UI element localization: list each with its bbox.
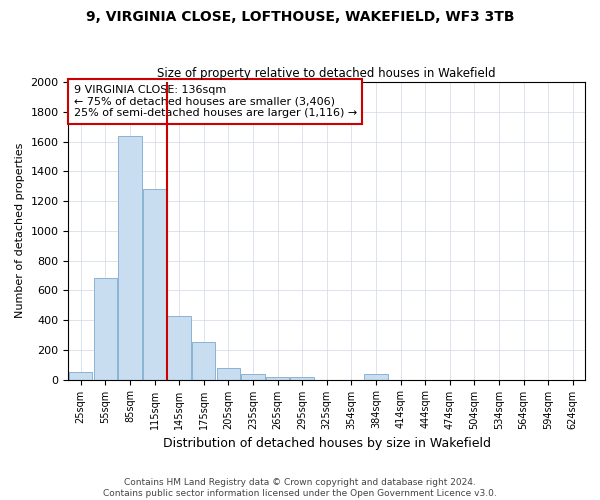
Bar [364, 374, 388, 380]
X-axis label: Distribution of detached houses by size in Wakefield: Distribution of detached houses by size … [163, 437, 491, 450]
Bar [167, 316, 191, 380]
Y-axis label: Number of detached properties: Number of detached properties [15, 143, 25, 318]
Bar [192, 342, 215, 380]
Text: 9 VIRGINIA CLOSE: 136sqm
← 75% of detached houses are smaller (3,406)
25% of sem: 9 VIRGINIA CLOSE: 136sqm ← 75% of detach… [74, 85, 357, 118]
Text: Contains HM Land Registry data © Crown copyright and database right 2024.
Contai: Contains HM Land Registry data © Crown c… [103, 478, 497, 498]
Bar [69, 372, 92, 380]
Bar [217, 368, 240, 380]
Bar [94, 278, 117, 380]
Text: 9, VIRGINIA CLOSE, LOFTHOUSE, WAKEFIELD, WF3 3TB: 9, VIRGINIA CLOSE, LOFTHOUSE, WAKEFIELD,… [86, 10, 514, 24]
Bar [241, 374, 265, 380]
Bar [266, 376, 289, 380]
Bar [290, 378, 314, 380]
Bar [143, 189, 166, 380]
Title: Size of property relative to detached houses in Wakefield: Size of property relative to detached ho… [157, 66, 496, 80]
Bar [118, 136, 142, 380]
